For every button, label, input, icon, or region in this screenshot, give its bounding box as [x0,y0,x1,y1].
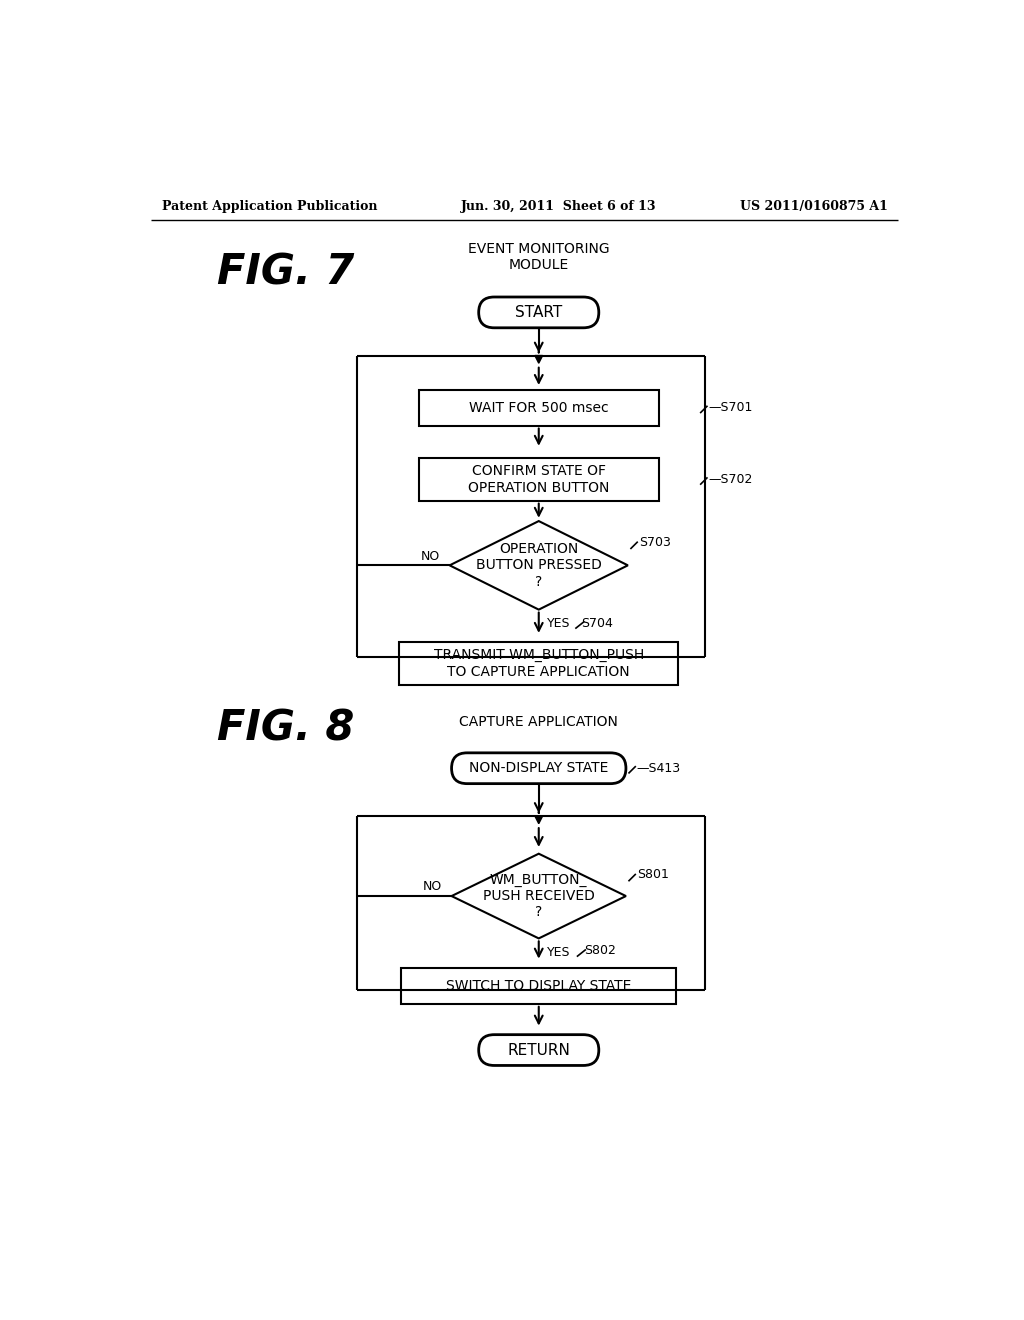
Text: S801: S801 [637,869,669,880]
Text: —S413: —S413 [637,762,681,775]
Text: CAPTURE APPLICATION: CAPTURE APPLICATION [460,715,618,729]
Text: WM_BUTTON_
PUSH RECEIVED
?: WM_BUTTON_ PUSH RECEIVED ? [482,873,595,919]
Text: EVENT MONITORING
MODULE: EVENT MONITORING MODULE [468,242,609,272]
Text: SWITCH TO DISPLAY STATE: SWITCH TO DISPLAY STATE [446,979,632,993]
Text: Jun. 30, 2011  Sheet 6 of 13: Jun. 30, 2011 Sheet 6 of 13 [461,199,656,213]
Text: NO: NO [423,880,442,894]
Polygon shape [452,854,626,939]
Bar [419,458,658,500]
Text: TRANSMIT WM_BUTTON_PUSH
TO CAPTURE APPLICATION: TRANSMIT WM_BUTTON_PUSH TO CAPTURE APPLI… [433,648,644,678]
Bar [401,969,676,1003]
Text: WAIT FOR 500 msec: WAIT FOR 500 msec [469,401,608,414]
Text: US 2011/0160875 A1: US 2011/0160875 A1 [739,199,888,213]
Text: YES: YES [547,945,570,958]
Polygon shape [535,355,543,363]
Text: FIG. 7: FIG. 7 [217,251,354,293]
FancyBboxPatch shape [452,752,626,784]
Text: FIG. 8: FIG. 8 [217,708,354,750]
Text: S703: S703 [639,536,671,549]
Text: Patent Application Publication: Patent Application Publication [162,199,378,213]
Text: S704: S704 [582,616,613,630]
Text: RETURN: RETURN [507,1043,570,1057]
Text: START: START [515,305,562,319]
Text: S802: S802 [584,944,615,957]
Text: —S702: —S702 [709,473,753,486]
Text: CONFIRM STATE OF
OPERATION BUTTON: CONFIRM STATE OF OPERATION BUTTON [468,465,609,495]
Text: YES: YES [547,616,570,630]
Polygon shape [450,521,628,610]
Text: —S701: —S701 [709,401,753,414]
Text: NO: NO [421,549,440,562]
Polygon shape [535,816,543,824]
Bar [399,643,678,685]
Bar [419,391,658,425]
FancyBboxPatch shape [478,297,599,327]
Text: NON-DISPLAY STATE: NON-DISPLAY STATE [469,762,608,775]
Text: OPERATION
BUTTON PRESSED
?: OPERATION BUTTON PRESSED ? [476,543,602,589]
FancyBboxPatch shape [478,1035,599,1065]
